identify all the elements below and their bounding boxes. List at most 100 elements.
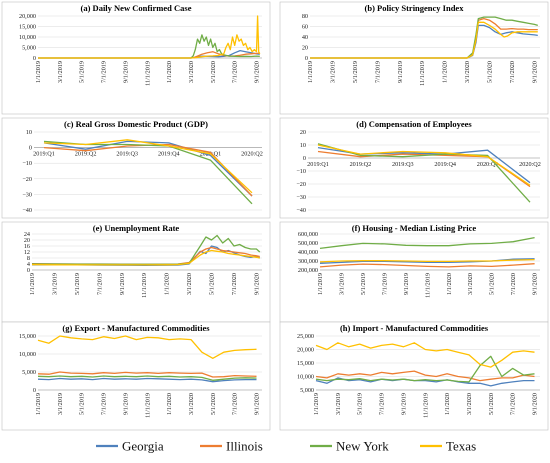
chart-title: (d) Compensation of Employees <box>356 119 472 129</box>
y-tick-label: 15,000 <box>297 360 314 367</box>
chart-panel-5: (f) Housing - Median Listing Price 200,00… <box>279 221 549 323</box>
series-line-georgia <box>37 377 257 383</box>
x-tick-label: 7/1/2020 <box>510 273 517 295</box>
x-tick-label: 5/1/2019 <box>357 393 364 415</box>
series-line-texas <box>319 258 535 263</box>
chart-panel-0: (a) Daily New Confirmed Case 0 5,000 10,000… <box>1 1 271 115</box>
y-tick-label: −30 <box>22 191 32 198</box>
x-tick-label: 7/1/2020 <box>510 393 517 415</box>
y-tick-label: 0 <box>305 55 308 62</box>
chart-title: (b) Policy Stringency Index <box>365 3 465 13</box>
x-tick-label: 1/1/2019 <box>307 61 314 83</box>
series-line-georgia <box>315 377 535 387</box>
x-tick-label: 3/1/2020 <box>464 61 471 83</box>
x-tick-label: 3/1/2019 <box>57 393 64 415</box>
y-tick-label: 0 <box>303 155 306 162</box>
legend: Georgia Illinois New York Texas <box>96 439 476 454</box>
x-tick-label: 2019:Q4 <box>434 161 456 168</box>
chart-panel-3: (d) Compensation of Employees 20 10 0 −10 −20… <box>279 117 549 219</box>
x-tick-label: 9/1/2020 <box>532 273 539 295</box>
x-tick-label: 3/1/2019 <box>335 393 342 415</box>
y-tick-label: 10,000 <box>19 351 36 358</box>
series-line-texas <box>317 144 531 186</box>
x-tick-label: 2019:Q1 <box>33 151 55 158</box>
x-tick-label: 2020:Q2 <box>519 161 541 168</box>
series-line-illinois <box>37 371 257 378</box>
legend-label: Illinois <box>226 439 263 454</box>
x-tick-label: 5/1/2020 <box>210 393 217 415</box>
x-tick-label: 11/1/2019 <box>144 61 151 86</box>
x-tick-label: 7/1/2020 <box>509 61 516 83</box>
series-line-georgia <box>43 140 253 197</box>
series-line-new-york <box>310 16 538 59</box>
x-tick-label: 1/1/2020 <box>444 393 451 415</box>
x-tick-label: 1/1/2020 <box>166 393 173 415</box>
y-tick-label: 500,000 <box>298 240 318 247</box>
y-tick-label: 600,000 <box>298 231 318 238</box>
x-tick-label: 3/1/2020 <box>466 393 473 415</box>
x-tick-label: 5/1/2020 <box>210 61 217 83</box>
x-tick-label: 3/1/2019 <box>338 273 345 295</box>
x-tick-label: 1/1/2019 <box>29 273 36 295</box>
x-tick-label: 9/1/2019 <box>119 273 126 295</box>
x-tick-label: 7/1/2020 <box>232 61 239 83</box>
x-tick-label: 2019:Q3 <box>116 151 138 158</box>
x-tick-label: 1/1/2020 <box>164 273 171 295</box>
x-tick-label: 2019:Q1 <box>307 161 329 168</box>
series-line-texas <box>31 249 260 266</box>
series-line-new-york <box>37 375 257 381</box>
chart-title: (a) Daily New Confirmed Case <box>81 3 192 13</box>
x-tick-label: 11/1/2019 <box>424 273 431 298</box>
x-tick-label: 3/1/2020 <box>188 61 195 83</box>
y-tick-label: 5,000 <box>22 369 36 376</box>
x-tick-label: 9/1/2020 <box>532 393 539 415</box>
y-tick-label: −10 <box>296 168 306 175</box>
series-line-new-york <box>38 34 260 59</box>
y-tick-label: 25,000 <box>297 333 314 340</box>
y-tick-label: 12 <box>24 249 30 256</box>
y-tick-label: −30 <box>296 194 306 201</box>
y-tick-label: −10 <box>22 160 32 167</box>
y-tick-label: 15,000 <box>19 333 36 340</box>
x-tick-label: 11/1/2019 <box>141 273 148 298</box>
y-tick-label: 0 <box>27 267 30 274</box>
x-tick-label: 9/1/2019 <box>397 61 404 83</box>
series-line-texas <box>38 15 261 59</box>
series-line-new-york <box>319 236 535 250</box>
chart-panel-2: (c) Real Gross Domestic Product (GDP) 10 0… <box>1 117 271 219</box>
x-tick-label: 11/1/2019 <box>422 393 429 418</box>
series-line-texas <box>310 21 538 59</box>
legend-label: Texas <box>446 439 476 454</box>
y-tick-label: −40 <box>22 207 32 214</box>
x-tick-label: 1/1/2019 <box>313 393 320 415</box>
y-tick-label: 10 <box>300 142 306 149</box>
y-tick-label: 8 <box>27 255 30 262</box>
x-tick-label: 3/1/2020 <box>188 393 195 415</box>
x-tick-label: 7/1/2019 <box>379 393 386 415</box>
y-tick-label: 0 <box>29 145 32 152</box>
chart-frame <box>279 321 549 431</box>
y-tick-label: 10,000 <box>19 34 36 41</box>
y-tick-label: 200,000 <box>298 267 318 274</box>
x-tick-label: 9/1/2019 <box>400 393 407 415</box>
x-tick-label: 7/1/2019 <box>381 273 388 295</box>
series-line-new-york <box>315 355 535 383</box>
series-line-new-york <box>32 234 261 265</box>
x-tick-label: 9/1/2019 <box>122 61 129 83</box>
x-tick-label: 5/1/2020 <box>488 393 495 415</box>
x-tick-label: 5/1/2019 <box>360 273 367 295</box>
y-tick-label: 40 <box>302 34 308 41</box>
y-tick-label: −20 <box>296 181 306 188</box>
series-line-illinois <box>315 370 535 382</box>
chart-frame <box>1 117 271 219</box>
y-tick-label: 20 <box>302 45 308 52</box>
y-tick-label: 10,000 <box>297 374 314 381</box>
x-tick-label: 2019:Q2 <box>75 151 97 158</box>
y-tick-label: −20 <box>22 176 32 183</box>
y-tick-label: 20,000 <box>297 347 314 354</box>
x-tick-label: 1/1/2019 <box>317 273 324 295</box>
x-tick-label: 5/1/2019 <box>74 273 81 295</box>
y-tick-label: 24 <box>24 231 30 238</box>
chart-title: (c) Real Gross Domestic Product (GDP) <box>64 119 208 129</box>
x-tick-label: 7/1/2019 <box>96 273 103 295</box>
